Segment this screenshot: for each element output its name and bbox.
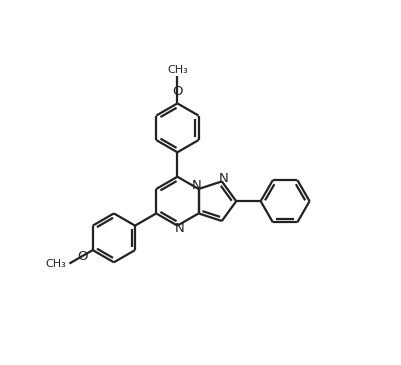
Text: N: N — [175, 222, 184, 235]
Text: CH₃: CH₃ — [46, 258, 67, 269]
Text: N: N — [191, 179, 201, 192]
Text: O: O — [77, 250, 87, 263]
Text: N: N — [219, 172, 228, 185]
Text: CH₃: CH₃ — [167, 65, 188, 75]
Text: O: O — [172, 85, 183, 98]
